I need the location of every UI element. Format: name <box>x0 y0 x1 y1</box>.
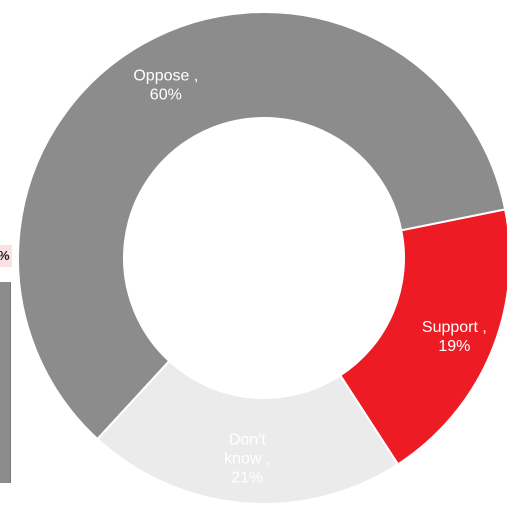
slice-label-line: know , <box>224 450 270 467</box>
slice-label-support: Support , 19% <box>422 319 487 355</box>
slice-label-don-t-know: Don't know , 21% <box>224 431 270 486</box>
slice-label-oppose: Oppose , 60% <box>133 67 198 103</box>
clipped-edge-bar <box>0 282 11 483</box>
slice-support <box>338 208 507 466</box>
slice-label-line: 60% <box>150 86 182 103</box>
clipped-edge-label: % <box>0 245 12 267</box>
slice-label-line: Support , <box>422 319 487 336</box>
slice-don-t-know <box>96 359 400 505</box>
slice-label-line: 21% <box>231 469 263 486</box>
slice-label-line: Oppose , <box>133 67 198 84</box>
slice-label-line: Don't <box>229 431 266 448</box>
slice-label-line: 19% <box>438 338 470 355</box>
slice-oppose <box>17 11 507 441</box>
